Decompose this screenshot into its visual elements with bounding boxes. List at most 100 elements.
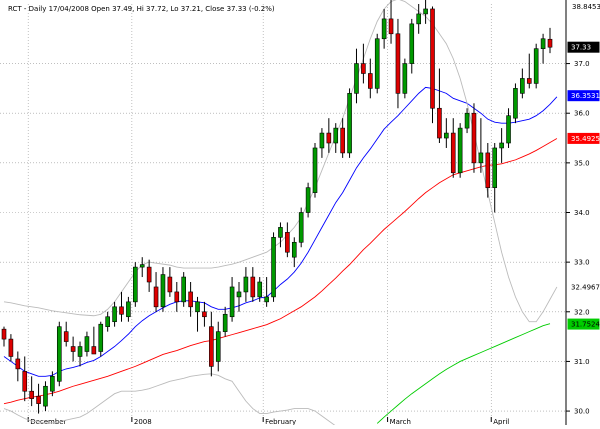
candle-body	[492, 147, 498, 188]
candle-body	[222, 313, 228, 332]
x-month-label: February	[265, 418, 296, 425]
value-label-text: 36.3531	[571, 92, 600, 100]
value-label-box	[568, 282, 599, 293]
candle-body	[319, 132, 325, 149]
candle-body	[526, 78, 532, 84]
candle-body	[326, 132, 332, 144]
candle-body	[520, 78, 525, 94]
value-label-text: 37.33	[571, 44, 591, 52]
value-label-box	[567, 90, 600, 102]
candle-body	[160, 274, 166, 308]
candle-body	[444, 132, 449, 139]
candle-body	[464, 112, 470, 129]
y-tick-label: 35.0	[574, 159, 590, 167]
candle-body	[513, 88, 518, 119]
candle-body	[395, 33, 401, 94]
value-label-text: 31.7524	[571, 321, 600, 329]
candle-body	[77, 346, 83, 357]
value-label-text: 35.4925	[571, 135, 600, 143]
candle-body	[15, 358, 21, 370]
y-axis: 30.0 31.0 32.0 33.0 34.0 35.0 36.0 37.0 38.8453	[565, 0, 600, 425]
candle-body	[374, 38, 380, 89]
candle-body	[264, 296, 269, 303]
value-label-box	[567, 132, 600, 144]
y-tick-label: 34.0	[574, 209, 590, 217]
candle-body	[437, 107, 442, 139]
y-tick-label: 30.0	[574, 408, 590, 416]
top-value-label: 38.8453	[572, 3, 600, 11]
candle-body	[340, 127, 345, 154]
candle-body	[388, 18, 394, 35]
candle-body	[229, 286, 235, 318]
candle-body	[112, 306, 117, 323]
candle-body	[153, 286, 159, 308]
candle-body	[291, 241, 297, 258]
candle-body	[333, 127, 339, 144]
value-label-box	[567, 41, 600, 53]
y-tick-label: 33.0	[574, 259, 590, 267]
candle-body	[243, 276, 249, 293]
candle-body	[430, 8, 435, 109]
candle-body	[43, 385, 48, 407]
x-month-label: April	[493, 418, 509, 425]
candle-body	[70, 346, 76, 352]
candle-body	[188, 291, 193, 308]
candle-body	[533, 48, 539, 84]
candle-body	[423, 8, 428, 15]
candle-body	[209, 326, 214, 367]
candle-body	[540, 38, 546, 49]
candle-body	[278, 227, 283, 238]
value-label-text: 32.4967	[571, 284, 600, 292]
candle-body	[139, 264, 145, 268]
candle-body	[8, 338, 14, 357]
candle-body	[63, 331, 69, 342]
candle-body	[257, 281, 263, 298]
candle-body	[471, 112, 477, 164]
candle-body	[236, 291, 242, 298]
candle-body	[354, 63, 359, 94]
candle-body	[174, 291, 180, 303]
x-month-label: 2008	[134, 418, 152, 425]
candle-body	[361, 63, 366, 74]
candle-body	[478, 152, 484, 164]
candle-body	[416, 13, 421, 25]
candle-body	[250, 276, 256, 298]
candle-body	[409, 23, 415, 64]
value-labels: 37.33 36.3531 35.4925 32.4967 31.7524	[567, 41, 600, 330]
candle-body	[347, 93, 352, 154]
indicator-line-4	[3, 373, 337, 427]
candle-body	[1, 328, 7, 340]
candle-body	[146, 266, 152, 283]
candle-body	[126, 301, 131, 318]
candle-body	[105, 316, 110, 327]
x-month-label: March	[390, 418, 411, 425]
indicator-line-2	[376, 323, 551, 424]
indicator-line-1	[3, 138, 558, 405]
candle-body	[91, 346, 97, 355]
candlesticks	[1, 0, 553, 414]
candle-body	[56, 326, 62, 382]
candle-body	[84, 336, 90, 352]
candle-body	[457, 127, 463, 174]
candle-body	[36, 395, 41, 404]
candle-body	[202, 311, 207, 318]
candle-body	[271, 237, 276, 298]
y-tick-label: 37.0	[574, 60, 590, 68]
candle-body	[298, 212, 304, 243]
y-tick-label: 31.0	[574, 358, 590, 366]
candle-body	[50, 376, 55, 392]
candle-body	[29, 390, 34, 399]
candle-body	[312, 147, 318, 193]
candle-body	[368, 73, 373, 89]
candle-body	[285, 232, 290, 253]
candle-body	[381, 18, 387, 40]
candle-body	[485, 152, 491, 188]
candle-body	[402, 63, 408, 94]
y-tick-label: 32.0	[574, 308, 590, 316]
candle-body	[450, 132, 456, 174]
y-tick-label: 36.0	[574, 110, 590, 118]
candle-body	[499, 142, 504, 149]
candle-body	[506, 115, 511, 144]
